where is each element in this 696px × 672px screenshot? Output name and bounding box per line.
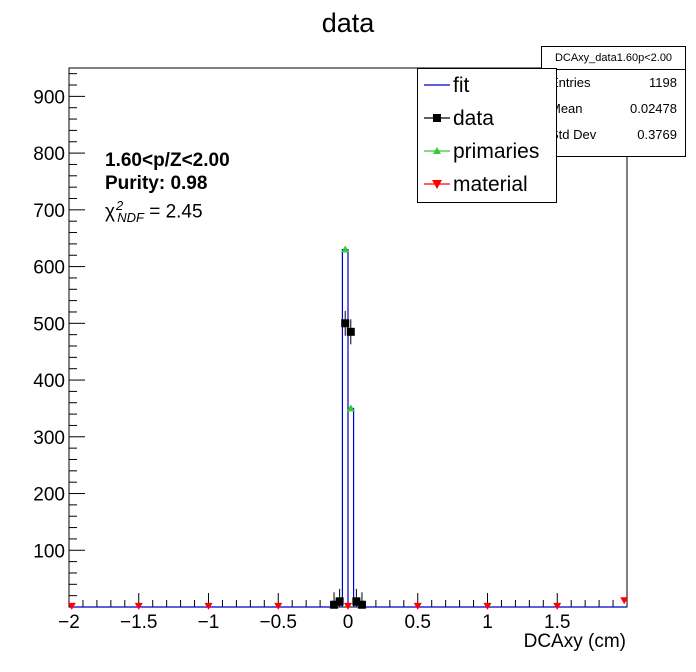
- x-axis-label: DCAxy (cm): [523, 631, 626, 652]
- legend-line-icon: [424, 84, 450, 86]
- x-tick-label: 0.5: [405, 612, 431, 633]
- purity-label: Purity: 0.98: [105, 173, 208, 194]
- data-point: [330, 600, 339, 609]
- stats-row-mean: Mean 0.02478: [542, 96, 685, 122]
- y-tick-label: 600: [33, 258, 65, 279]
- legend-triangle-up-icon: [424, 147, 450, 154]
- chi-sub: NDF: [117, 210, 144, 226]
- y-tick-label: 500: [33, 314, 65, 335]
- y-tick-label: 400: [33, 371, 65, 392]
- x-tick-label: −1: [198, 612, 220, 633]
- data-point: [352, 597, 361, 606]
- legend-label: material: [453, 173, 528, 196]
- stats-row-stddev: Std Dev 0.3769: [542, 122, 685, 148]
- legend-item-fit: fit: [418, 69, 556, 102]
- y-tick-label: 900: [33, 87, 65, 108]
- stats-label: Std Dev: [550, 127, 597, 142]
- stats-row-entries: Entries 1198: [542, 70, 685, 96]
- legend-item-primaries: primaries: [418, 135, 556, 168]
- x-tick-label: −2: [58, 612, 80, 633]
- data-point: [341, 319, 350, 328]
- legend-label: primaries: [453, 140, 540, 163]
- chi-sup: 2: [115, 198, 124, 213]
- x-tick-label: 0: [343, 612, 354, 633]
- stats-value: 0.02478: [630, 101, 677, 116]
- legend-item-material: material: [418, 168, 556, 201]
- fit-histogram: [69, 248, 627, 608]
- y-tick-label: 300: [33, 428, 65, 449]
- primaries-point: [341, 245, 350, 253]
- stats-label: Entries: [550, 75, 591, 90]
- x-tick-label: −1.5: [120, 612, 158, 633]
- momentum-range-label: 1.60<p/Z<2.00: [105, 150, 230, 171]
- material-point: [134, 602, 143, 610]
- y-tick-label: 100: [33, 541, 65, 562]
- material-point: [344, 602, 352, 610]
- stats-value: 0.3769: [637, 127, 677, 142]
- data-point: [357, 600, 366, 609]
- legend-label: fit: [453, 74, 470, 97]
- stats-value: 1198: [649, 75, 677, 90]
- material-point: [274, 602, 283, 610]
- legend-item-data: data: [418, 102, 556, 135]
- material-point: [620, 597, 629, 605]
- y-tick-label: 200: [33, 485, 65, 506]
- stats-box: DCAxy_data1.60p<2.00 Entries 1198 Mean 0…: [541, 46, 686, 157]
- legend: fit data primaries material: [417, 68, 557, 203]
- material-point: [553, 602, 562, 610]
- primaries-point: [346, 404, 355, 412]
- chi2-label: χ2NDF = 2.45: [105, 198, 203, 225]
- data-point: [335, 597, 344, 606]
- y-tick-label: 800: [33, 144, 65, 165]
- material-point: [413, 602, 422, 610]
- stats-label: Mean: [550, 101, 583, 116]
- x-tick-label: 1: [482, 612, 493, 633]
- x-tick-label: 1.5: [544, 612, 570, 633]
- material-point: [204, 602, 213, 610]
- legend-square-marker-icon: [424, 114, 450, 122]
- x-tick-label: −0.5: [259, 612, 297, 633]
- material-point: [67, 602, 76, 610]
- material-point: [483, 602, 492, 610]
- y-tick-label: 700: [33, 201, 65, 222]
- data-point: [346, 327, 355, 336]
- chi-value: = 2.45: [143, 201, 203, 223]
- legend-label: data: [453, 107, 494, 130]
- chi-symbol: χ: [105, 201, 115, 223]
- stats-title: DCAxy_data1.60p<2.00: [542, 47, 685, 70]
- legend-triangle-down-icon: [424, 180, 450, 189]
- chart-title: data: [321, 8, 375, 38]
